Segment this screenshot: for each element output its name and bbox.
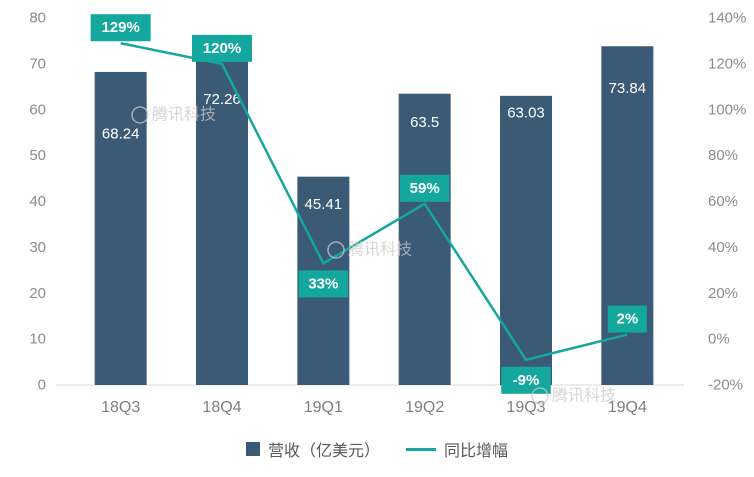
left-axis-tick-label: 80 [29, 10, 46, 27]
percent-label-box [607, 305, 647, 333]
right-axis-tick-label: 140% [708, 10, 746, 27]
left-axis-tick-label: 40 [29, 193, 46, 210]
category-label: 19Q3 [506, 399, 545, 416]
right-axis-tick-label: -20% [708, 377, 743, 394]
watermark-text: 腾讯科技 [348, 241, 412, 259]
bar-value-label: 63.03 [507, 104, 545, 121]
percent-label-text: 129% [101, 19, 139, 36]
category-label: 18Q3 [101, 399, 140, 416]
right-axis-tick-label: 120% [708, 55, 746, 72]
right-axis-tick-label: 80% [708, 147, 738, 164]
percent-label-text: 33% [308, 275, 338, 292]
percent-label-box [298, 270, 349, 298]
bar-revenue [601, 46, 654, 385]
watermark-text: 腾讯科技 [552, 387, 616, 405]
bar-revenue [196, 53, 248, 385]
bar-value-label: 63.5 [410, 114, 439, 131]
watermark-logo-icon [531, 387, 549, 405]
legend-line-swatch [406, 447, 436, 451]
chart-legend: 营收（亿美元） 同比增幅 [0, 437, 754, 461]
legend-item-growth: 同比增幅 [406, 437, 508, 461]
watermark: 腾讯科技 [131, 106, 216, 124]
category-label: 19Q2 [405, 399, 444, 416]
watermark: 腾讯科技 [531, 387, 616, 405]
right-axis-tick-label: 0% [708, 331, 730, 348]
right-axis-tick-label: 20% [708, 285, 738, 302]
percent-label-text: 120% [203, 40, 241, 57]
legend-label-growth: 同比增幅 [444, 443, 509, 460]
watermark: 腾讯科技 [327, 241, 412, 259]
percent-label-box [501, 366, 551, 394]
category-label: 18Q4 [202, 399, 241, 416]
right-axis-tick-label: 40% [708, 239, 738, 256]
bar-value-label: 73.84 [609, 80, 647, 97]
left-axis-tick-label: 60 [29, 101, 46, 118]
bar-revenue [398, 93, 451, 385]
bar-value-label: 72.26 [203, 91, 241, 108]
category-label: 19Q4 [608, 399, 647, 416]
percent-label-box [399, 174, 450, 202]
right-axis-tick-label: 100% [708, 101, 746, 118]
bar-revenue [500, 95, 552, 385]
percent-label-box [90, 14, 151, 42]
bar-value-label: 68.24 [102, 125, 140, 142]
watermark-text: 腾讯科技 [152, 106, 216, 124]
category-label: 19Q1 [304, 399, 343, 416]
watermark-logo-icon [327, 241, 345, 259]
left-axis-tick-label: 10 [29, 331, 46, 348]
percent-label-box [192, 34, 252, 62]
legend-item-revenue: 营收（亿美元） [245, 437, 380, 461]
legend-label-revenue: 营收（亿美元） [267, 443, 380, 460]
legend-bar-swatch [245, 442, 260, 456]
bar-value-label: 45.41 [305, 196, 343, 213]
left-axis-tick-label: 30 [29, 239, 46, 256]
watermark-logo-icon [131, 106, 149, 124]
bar-revenue [94, 71, 147, 385]
percent-label-text: -9% [513, 372, 540, 389]
percent-label-text: 2% [616, 311, 638, 328]
left-axis-tick-label: 20 [29, 285, 46, 302]
left-axis-tick-label: 70 [29, 55, 46, 72]
percent-label-text: 59% [410, 180, 440, 197]
left-axis-tick-label: 0 [38, 377, 46, 394]
right-axis-tick-label: 60% [708, 193, 738, 210]
left-axis-tick-label: 50 [29, 147, 46, 164]
